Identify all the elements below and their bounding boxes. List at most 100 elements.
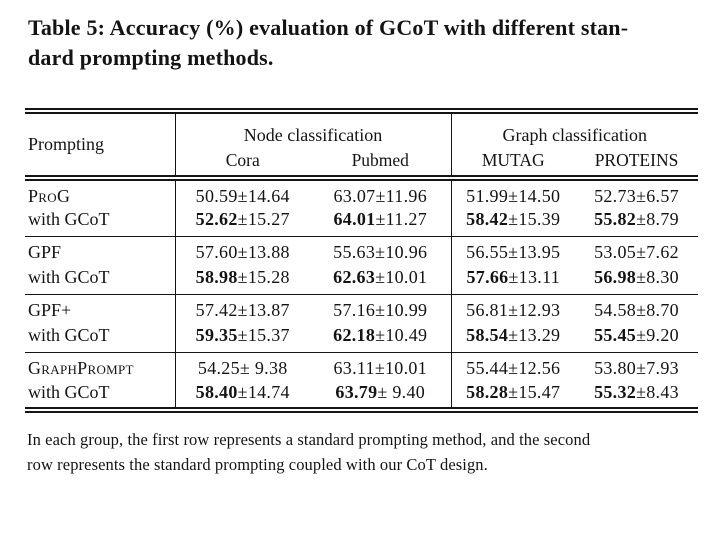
mean-value: 56.98	[594, 266, 637, 287]
mean-value: 57.42	[195, 300, 238, 321]
std-value: ±7.93	[636, 358, 679, 379]
value-cell: 63.79± 9.40	[310, 381, 451, 410]
std-value: ±13.95	[508, 242, 561, 263]
std-value: ±7.62	[636, 242, 679, 263]
std-value: ±8.70	[636, 300, 679, 321]
method-cell: with GCoT	[28, 324, 110, 345]
table-footnote-line-1: In each group, the first row represents …	[27, 430, 591, 449]
value-cell: 55.63±10.96	[310, 236, 451, 265]
value-cell: 59.35±15.37	[174, 323, 310, 352]
header-col-cora: Cora	[174, 146, 310, 178]
table-row: GraphPrompt 54.25± 9.38 63.11±10.01 55.4…	[25, 352, 698, 381]
table-row: with GCoT 58.98±15.28 62.63±10.01 57.66±…	[25, 265, 698, 294]
table-footnote-line-2: row represents the standard prompting co…	[27, 455, 488, 474]
mean-value: 54.25	[197, 358, 240, 379]
value-cell: 64.01±11.27	[310, 207, 451, 236]
mean-value: 63.79	[335, 381, 378, 402]
value-cell: 55.32±8.43	[575, 381, 698, 410]
std-value: ±15.27	[237, 208, 290, 229]
header-node-classification: Node classification	[174, 111, 451, 146]
mean-value: 58.42	[466, 208, 509, 229]
value-cell: 55.45±9.20	[575, 323, 698, 352]
method-cell: GPF+	[28, 300, 72, 321]
value-cell: 53.05±7.62	[575, 236, 698, 265]
group-prog: ProG 50.59±14.64 63.07±11.96 51.99±14.50…	[25, 178, 699, 236]
mean-value: 58.40	[195, 381, 238, 402]
value-cell: 57.42±13.87	[174, 294, 310, 323]
mean-value: 56.81	[466, 300, 509, 321]
std-value: ±8.30	[636, 266, 679, 287]
mean-value: 57.16	[333, 300, 376, 321]
mean-value: 58.98	[195, 266, 238, 287]
header-col-pubmed: Pubmed	[351, 150, 409, 170]
std-value: ±11.27	[375, 208, 427, 229]
std-value: ±15.37	[237, 324, 290, 345]
value-cell: 51.99±14.50	[450, 178, 575, 207]
std-value: ±10.49	[375, 324, 428, 345]
value-cell: 57.66±13.11	[450, 265, 575, 294]
value-cell: 52.62±15.27	[174, 207, 310, 236]
header-col-mutag: MUTAG	[450, 146, 575, 178]
method-cell: with GCoT	[28, 381, 110, 402]
value-cell: 62.18±10.49	[310, 323, 451, 352]
std-value: ±10.01	[374, 358, 428, 379]
method-cell: with GCoT	[28, 266, 110, 287]
std-value: ±14.64	[237, 185, 290, 206]
table-caption-line-1: Table 5: Accuracy (%) evaluation of GCoT…	[28, 15, 629, 40]
mean-value: 54.58	[594, 300, 637, 321]
header-prompting: Prompting	[28, 134, 105, 154]
header-column-row: Cora Pubmed MUTAG PROTEINS	[25, 146, 698, 178]
paper-page: Table 5: Accuracy (%) evaluation of GCoT…	[0, 13, 720, 551]
mean-value: 63.11	[333, 358, 375, 379]
value-cell: 50.59±14.64	[174, 178, 310, 207]
method-cell: ProG	[28, 185, 71, 206]
value-cell: 56.55±13.95	[450, 236, 575, 265]
value-cell: 55.82±8.79	[575, 207, 698, 236]
mean-value: 62.63	[333, 266, 376, 287]
value-cell: 56.98±8.30	[575, 265, 698, 294]
mean-value: 50.59	[195, 185, 238, 206]
value-cell: 63.07±11.96	[310, 178, 451, 207]
table-row: ProG 50.59±14.64 63.07±11.96 51.99±14.50…	[25, 178, 698, 207]
mean-value: 64.01	[333, 208, 376, 229]
mean-value: 53.80	[594, 358, 637, 379]
group-gpf-plus: GPF+ 57.42±13.87 57.16±10.99 56.81±12.93…	[25, 294, 699, 352]
value-cell: 56.81±12.93	[450, 294, 575, 323]
mean-value: 58.28	[466, 381, 509, 402]
std-value: ±15.47	[508, 381, 561, 402]
table-row: GPF+ 57.42±13.87 57.16±10.99 56.81±12.93…	[25, 294, 698, 323]
group-gpf: GPF 57.60±13.88 55.63±10.96 56.55±13.95 …	[25, 236, 699, 294]
std-value: ±10.99	[375, 300, 428, 321]
mean-value: 51.99	[466, 185, 509, 206]
std-value: ± 9.38	[239, 358, 288, 379]
value-cell: 58.98±15.28	[174, 265, 310, 294]
std-value: ±10.01	[375, 266, 428, 287]
table-row: with GCoT 59.35±15.37 62.18±10.49 58.54±…	[25, 323, 698, 352]
table-row: with GCoT 52.62±15.27 64.01±11.27 58.42±…	[25, 207, 698, 236]
value-cell: 54.58±8.70	[575, 294, 698, 323]
header-col-proteins: PROTEINS	[594, 150, 679, 170]
value-cell: 58.54±13.29	[450, 323, 575, 352]
std-value: ±10.96	[375, 242, 428, 263]
header-graph-classification: Graph classification	[450, 111, 699, 146]
value-cell: 52.73±6.57	[575, 178, 698, 207]
table-footnote: In each group, the first row represents …	[27, 427, 700, 477]
method-cell: with GCoT	[28, 208, 110, 229]
std-value: ±15.39	[508, 208, 561, 229]
mean-value: 52.73	[594, 185, 637, 206]
value-cell: 55.44±12.56	[450, 352, 575, 381]
table-header: Prompting Node classification Graph clas…	[25, 111, 699, 178]
value-cell: 54.25± 9.38	[174, 352, 310, 381]
value-cell: 58.28±15.47	[450, 381, 575, 410]
table-row: GPF 57.60±13.88 55.63±10.96 56.55±13.95 …	[25, 236, 698, 265]
std-value: ±13.29	[508, 324, 561, 345]
std-value: ±9.20	[636, 324, 679, 345]
mean-value: 55.32	[594, 381, 637, 402]
method-cell: GPF	[28, 242, 62, 263]
mean-value: 52.62	[195, 208, 238, 229]
std-value: ±13.87	[237, 300, 290, 321]
method-cell: GraphPrompt	[28, 358, 134, 379]
value-cell: 58.42±15.39	[450, 207, 575, 236]
table-row: with GCoT 58.40±14.74 63.79± 9.40 58.28±…	[25, 381, 698, 410]
header-group-row: Prompting Node classification Graph clas…	[25, 111, 699, 154]
